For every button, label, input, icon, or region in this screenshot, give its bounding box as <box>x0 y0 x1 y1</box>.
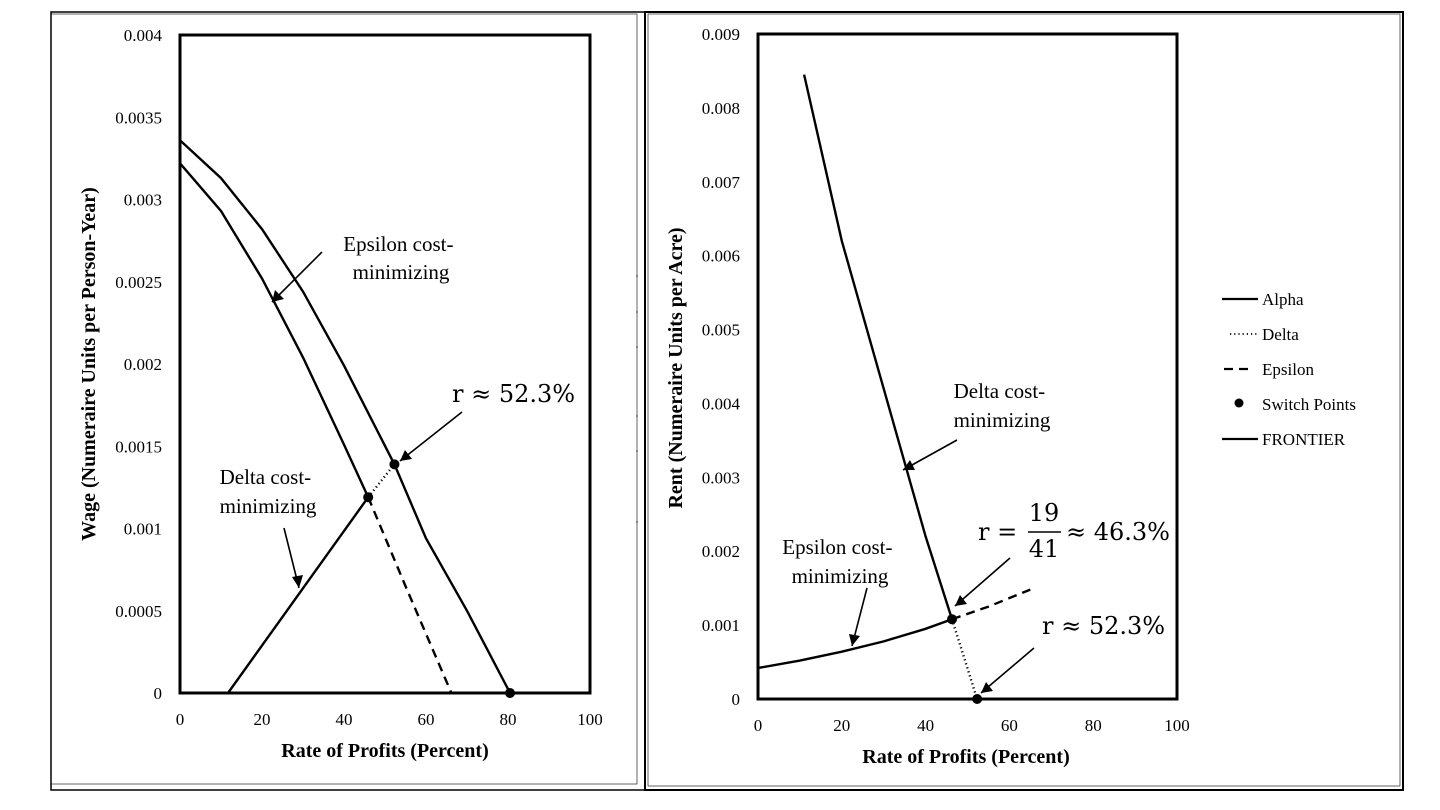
left-epsilon-annotation-line1: Epsilon cost- <box>343 232 453 256</box>
right-y-tick-label: 0.005 <box>702 321 740 340</box>
right-switch-point <box>946 614 957 625</box>
left-x-tick-label: 60 <box>418 710 435 729</box>
left-switch-point <box>389 459 400 470</box>
right-switch1-suffix: ≈ 46.3% <box>1066 518 1170 546</box>
right-series <box>757 74 1031 700</box>
left-delta-annotation-line2: minimizing <box>220 494 317 518</box>
left-delta-annotation-line1: Delta cost- <box>220 465 312 489</box>
right-delta-annotation: Delta cost- minimizing <box>954 379 1051 432</box>
right-epsilon-annotation: Epsilon cost- minimizing <box>782 535 898 588</box>
left-x-tick-label: 100 <box>577 710 603 729</box>
left-axis-ticks: 0 20 40 60 80 100 0 0.0005 0.001 0.0015 0.002 0.002… <box>115 26 603 729</box>
left-chart: 0 20 40 60 80 100 0 0.0005 0.001 0.0015 0.002 0.002… <box>78 26 603 762</box>
right-epsilon-dashed-line <box>951 588 1031 621</box>
right-switch2-arrow <box>980 647 1035 694</box>
right-delta-annotation-line2: minimizing <box>954 408 1051 432</box>
right-plot-area <box>756 32 1179 701</box>
right-y-tick-label: 0 <box>732 690 741 709</box>
left-y-tick-label: 0.0005 <box>115 602 162 621</box>
left-epsilon-annotation-line2: minimizing <box>353 260 450 284</box>
right-y-axis-title: Rent (Numeraire Units per Acre) <box>665 227 687 508</box>
right-y-tick-label: 0.003 <box>702 468 740 487</box>
right-y-tick-label: 0.006 <box>702 247 740 266</box>
right-x-tick-label: 40 <box>917 716 934 735</box>
left-y-tick-label: 0 <box>154 684 163 703</box>
left-x-tick-label: 80 <box>500 710 517 729</box>
left-y-tick-label: 0.001 <box>124 520 162 539</box>
left-switch-point <box>363 492 374 503</box>
left-epsilon-dashed-line <box>367 496 453 694</box>
right-switch1-annotation: r = 19 41 ≈ 46.3% <box>978 499 1170 563</box>
right-switch1-denominator: 41 <box>1029 535 1060 563</box>
right-y-tick-label: 0.007 <box>702 173 741 192</box>
left-y-tick-label: 0.0035 <box>115 108 162 127</box>
right-epsilon-annotation-line1: Epsilon cost- <box>782 535 892 559</box>
right-x-axis-title: Rate of Profits (Percent) <box>862 746 1070 768</box>
right-epsilon-arrowhead <box>849 634 860 646</box>
left-x-axis-title: Rate of Profits (Percent) <box>281 740 489 762</box>
right-switch2-arrowhead <box>981 682 993 693</box>
right-switch1-arrow <box>954 557 1011 607</box>
left-delta-dotted-line <box>367 463 396 498</box>
legend-label-frontier: FRONTIER <box>1262 430 1346 449</box>
left-switch-arrow <box>399 411 463 462</box>
right-delta-dotted-line <box>950 618 979 700</box>
left-epsilon-arrow <box>271 251 323 303</box>
right-x-tick-label: 80 <box>1085 716 1102 735</box>
legend-label-delta: Delta <box>1262 325 1299 344</box>
left-y-tick-label: 0.0015 <box>115 437 162 456</box>
left-series <box>179 139 512 694</box>
right-y-tick-label: 0.001 <box>702 616 740 635</box>
left-panel-inner-border <box>50 13 638 785</box>
left-x-tick-label: 40 <box>336 710 353 729</box>
left-switch-annotation: r ≈ 52.3% <box>452 380 575 408</box>
right-x-tick-label: 100 <box>1164 716 1190 735</box>
right-x-tick-label: 0 <box>754 716 763 735</box>
left-y-tick-label: 0.003 <box>124 191 162 210</box>
right-switch2-annotation: r ≈ 52.3% <box>1042 612 1165 640</box>
left-y-tick-label: 0.002 <box>124 355 162 374</box>
left-delta-arrowhead <box>292 575 303 588</box>
legend-label-alpha: Alpha <box>1262 290 1304 309</box>
left-switch-arrowhead <box>400 450 412 461</box>
left-delta-annotation: Delta cost- minimizing <box>220 465 317 518</box>
left-epsilon-arrowhead <box>272 290 284 302</box>
right-epsilon-annotation-line2: minimizing <box>792 564 889 588</box>
right-switch1-arrowhead <box>955 595 967 606</box>
right-x-tick-label: 20 <box>833 716 850 735</box>
legend: Alpha Delta Epsilon Switch Points FRONTIER <box>1222 290 1356 449</box>
left-delta-solid-line <box>179 162 370 498</box>
left-y-tick-label: 0.0025 <box>115 273 162 292</box>
right-y-tick-label: 0.008 <box>702 99 740 118</box>
right-switch1-numerator: 19 <box>1029 499 1060 527</box>
right-y-tick-label: 0.002 <box>702 542 740 561</box>
right-y-tick-label: 0.009 <box>702 25 740 44</box>
left-plot-area <box>178 33 592 695</box>
legend-swatch-switch-points <box>1234 398 1244 408</box>
left-alpha-solid-line <box>227 496 370 694</box>
left-x-tick-label: 0 <box>176 710 185 729</box>
right-y-tick-label: 0.004 <box>702 394 741 413</box>
right-epsilon-solid-line <box>757 618 953 670</box>
right-panel-border <box>644 11 1404 791</box>
legend-label-epsilon: Epsilon <box>1262 360 1314 379</box>
right-axis-ticks: 0 20 40 60 80 100 0 0.001 0.002 0.003 0.004 0.005 0.… <box>702 25 1190 735</box>
right-delta-annotation-line1: Delta cost- <box>954 379 1046 403</box>
right-chart: 0 20 40 60 80 100 0 0.001 0.002 0.003 0.004 0.005 0.… <box>665 25 1190 768</box>
left-y-tick-label: 0.004 <box>124 26 163 45</box>
right-delta-arrowhead <box>903 460 915 470</box>
panel-edge-marks <box>636 275 638 523</box>
left-y-axis-title: Wage (Numeraire Units per Person-Year) <box>78 187 100 541</box>
left-x-tick-label: 20 <box>254 710 271 729</box>
legend-label-switch-points: Switch Points <box>1262 395 1356 414</box>
right-switch1-prefix: r = <box>978 518 1017 546</box>
left-epsilon-solid-line <box>179 139 512 694</box>
right-x-tick-label: 60 <box>1001 716 1018 735</box>
right-switch-points <box>946 614 983 704</box>
right-panel-inner-border <box>647 13 1401 787</box>
left-epsilon-annotation: Epsilon cost- minimizing <box>343 232 459 284</box>
right-delta-solid-line <box>802 74 954 620</box>
left-switch-points <box>363 459 516 698</box>
